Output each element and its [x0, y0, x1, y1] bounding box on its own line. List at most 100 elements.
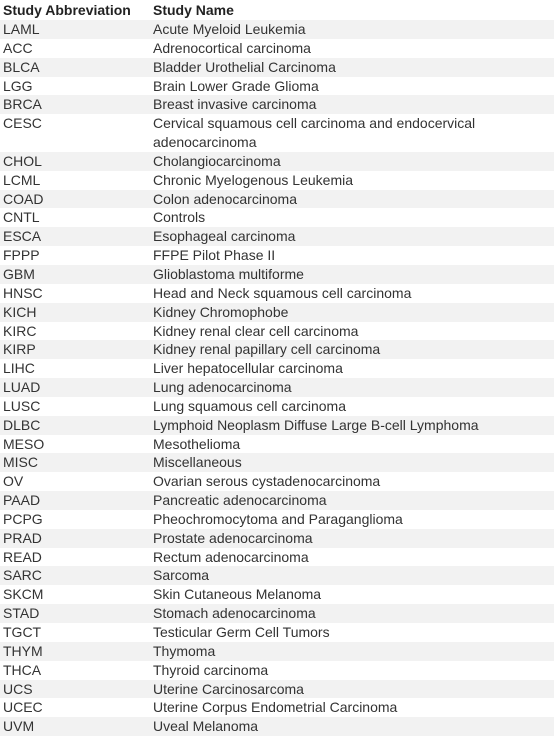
study-name-cell: Liver hepatocellular carcinoma [149, 359, 554, 378]
table-row: UCEC Uterine Corpus Endometrial Carcinoma [0, 698, 554, 717]
table-row: PAAD Pancreatic adenocarcinoma [0, 491, 554, 510]
table-row: KIRC Kidney renal clear cell carcinoma [0, 322, 554, 341]
study-abbreviation-cell: THCA [0, 661, 149, 680]
study-abbreviation-cell: ESCA [0, 227, 149, 246]
study-abbreviation-cell: UVM [0, 717, 149, 736]
study-name-cell: Stomach adenocarcinoma [149, 604, 554, 623]
table-row: LUAD Lung adenocarcinoma [0, 378, 554, 397]
study-name-cell: Uterine Corpus Endometrial Carcinoma [149, 698, 554, 717]
study-name-cell: Cervical squamous cell carcinoma and end… [149, 114, 554, 152]
table-row: READ Rectum adenocarcinoma [0, 548, 554, 567]
study-abbreviation-cell: READ [0, 548, 149, 567]
table-row: SKCM Skin Cutaneous Melanoma [0, 585, 554, 604]
study-abbreviation-cell: ACC [0, 39, 149, 58]
study-name-cell: Uterine Carcinosarcoma [149, 680, 554, 699]
study-name-cell: Esophageal carcinoma [149, 227, 554, 246]
header-row: Study Abbreviation Study Name [0, 0, 554, 20]
study-abbreviation-cell: LAML [0, 20, 149, 39]
table-row: MISC Miscellaneous [0, 453, 554, 472]
study-name-cell: Lung adenocarcinoma [149, 378, 554, 397]
study-name-cell: Thyroid carcinoma [149, 661, 554, 680]
table-row: HNSC Head and Neck squamous cell carcinom… [0, 284, 554, 303]
table-row: CHOL Cholangiocarcinoma [0, 152, 554, 171]
table-row: SARC Sarcoma [0, 566, 554, 585]
study-abbreviation-cell: FPPP [0, 246, 149, 265]
table-row: LAML Acute Myeloid Leukemia [0, 20, 554, 39]
study-name-cell: Thymoma [149, 642, 554, 661]
table-row: ESCA Esophageal carcinoma [0, 227, 554, 246]
study-name-cell: Sarcoma [149, 566, 554, 585]
study-abbreviation-cell: DLBC [0, 416, 149, 435]
study-abbreviation-cell: CHOL [0, 152, 149, 171]
table-row: KICH Kidney Chromophobe [0, 303, 554, 322]
study-name-cell: Brain Lower Grade Glioma [149, 77, 554, 96]
table-row: THCA Thyroid carcinoma [0, 661, 554, 680]
table-row: FPPP FFPE Pilot Phase II [0, 246, 554, 265]
study-abbreviation-cell: SARC [0, 566, 149, 585]
study-name-cell: Glioblastoma multiforme [149, 265, 554, 284]
study-name-cell: Lymphoid Neoplasm Diffuse Large B-cell L… [149, 416, 554, 435]
study-abbreviation-cell: OV [0, 472, 149, 491]
study-name-cell: Rectum adenocarcinoma [149, 548, 554, 567]
study-abbreviation-cell: LCML [0, 171, 149, 190]
study-abbreviation-cell: COAD [0, 190, 149, 209]
study-name-cell: Chronic Myelogenous Leukemia [149, 171, 554, 190]
column-header-abbreviation: Study Abbreviation [0, 0, 149, 20]
study-name-cell: Cholangiocarcinoma [149, 152, 554, 171]
study-name-cell: FFPE Pilot Phase II [149, 246, 554, 265]
study-name-cell: Testicular Germ Cell Tumors [149, 623, 554, 642]
study-abbreviation-cell: BLCA [0, 58, 149, 77]
study-abbreviation-cell: KIRP [0, 340, 149, 359]
study-abbreviation-cell: UCS [0, 680, 149, 699]
study-name-cell: Prostate adenocarcinoma [149, 529, 554, 548]
study-name-cell: Colon adenocarcinoma [149, 190, 554, 209]
study-name-cell: Mesothelioma [149, 435, 554, 454]
column-header-study-name: Study Name [149, 0, 554, 20]
study-abbreviation-cell: MESO [0, 435, 149, 454]
study-name-cell: Uveal Melanoma [149, 717, 554, 736]
study-abbreviation-cell: CNTL [0, 208, 149, 227]
study-name-cell: Kidney renal clear cell carcinoma [149, 322, 554, 341]
study-name-cell: Breast invasive carcinoma [149, 95, 554, 114]
study-name-cell: Kidney renal papillary cell carcinoma [149, 340, 554, 359]
study-name-cell: Kidney Chromophobe [149, 303, 554, 322]
table-row: LCML Chronic Myelogenous Leukemia [0, 171, 554, 190]
study-abbreviation-cell: PAAD [0, 491, 149, 510]
table-row: ACC Adrenocortical carcinoma [0, 39, 554, 58]
study-abbreviation-cell: THYM [0, 642, 149, 661]
study-abbreviation-cell: HNSC [0, 284, 149, 303]
table-row: PRAD Prostate adenocarcinoma [0, 529, 554, 548]
study-abbreviation-cell: LIHC [0, 359, 149, 378]
study-abbreviation-cell: BRCA [0, 95, 149, 114]
study-name-cell: Pancreatic adenocarcinoma [149, 491, 554, 510]
table-row: LUSC Lung squamous cell carcinoma [0, 397, 554, 416]
study-abbreviation-cell: TGCT [0, 623, 149, 642]
table-row: UCS Uterine Carcinosarcoma [0, 680, 554, 699]
study-abbreviation-cell: UCEC [0, 698, 149, 717]
study-abbreviation-cell: KICH [0, 303, 149, 322]
study-abbreviation-cell: SKCM [0, 585, 149, 604]
study-abbreviation-cell: PCPG [0, 510, 149, 529]
study-abbreviation-cell: GBM [0, 265, 149, 284]
study-abbreviation-cell: PRAD [0, 529, 149, 548]
table-body: LAML Acute Myeloid Leukemia ACC Adrenocorti… [0, 20, 554, 736]
study-name-cell: Ovarian serous cystadenocarcinoma [149, 472, 554, 491]
table-row: THYM Thymoma [0, 642, 554, 661]
table-row: KIRP Kidney renal papillary cell carcinom… [0, 340, 554, 359]
table-row: STAD Stomach adenocarcinoma [0, 604, 554, 623]
study-name-cell: Controls [149, 208, 554, 227]
table-row: CNTL Controls [0, 208, 554, 227]
study-name-cell: Skin Cutaneous Melanoma [149, 585, 554, 604]
study-abbreviation-cell: MISC [0, 453, 149, 472]
table-row: CESC Cervical squamous cell carcinoma and… [0, 114, 554, 152]
study-name-cell: Acute Myeloid Leukemia [149, 20, 554, 39]
table-row: TGCT Testicular Germ Cell Tumors [0, 623, 554, 642]
study-abbreviation-cell: LUSC [0, 397, 149, 416]
study-abbreviation-cell: LGG [0, 77, 149, 96]
table-row: COAD Colon adenocarcinoma [0, 190, 554, 209]
table-row: PCPG Pheochromocytoma and Paraganglioma [0, 510, 554, 529]
table-row: BRCA Breast invasive carcinoma [0, 95, 554, 114]
table-row: GBM Glioblastoma multiforme [0, 265, 554, 284]
study-name-cell: Lung squamous cell carcinoma [149, 397, 554, 416]
study-name-cell: Adrenocortical carcinoma [149, 39, 554, 58]
